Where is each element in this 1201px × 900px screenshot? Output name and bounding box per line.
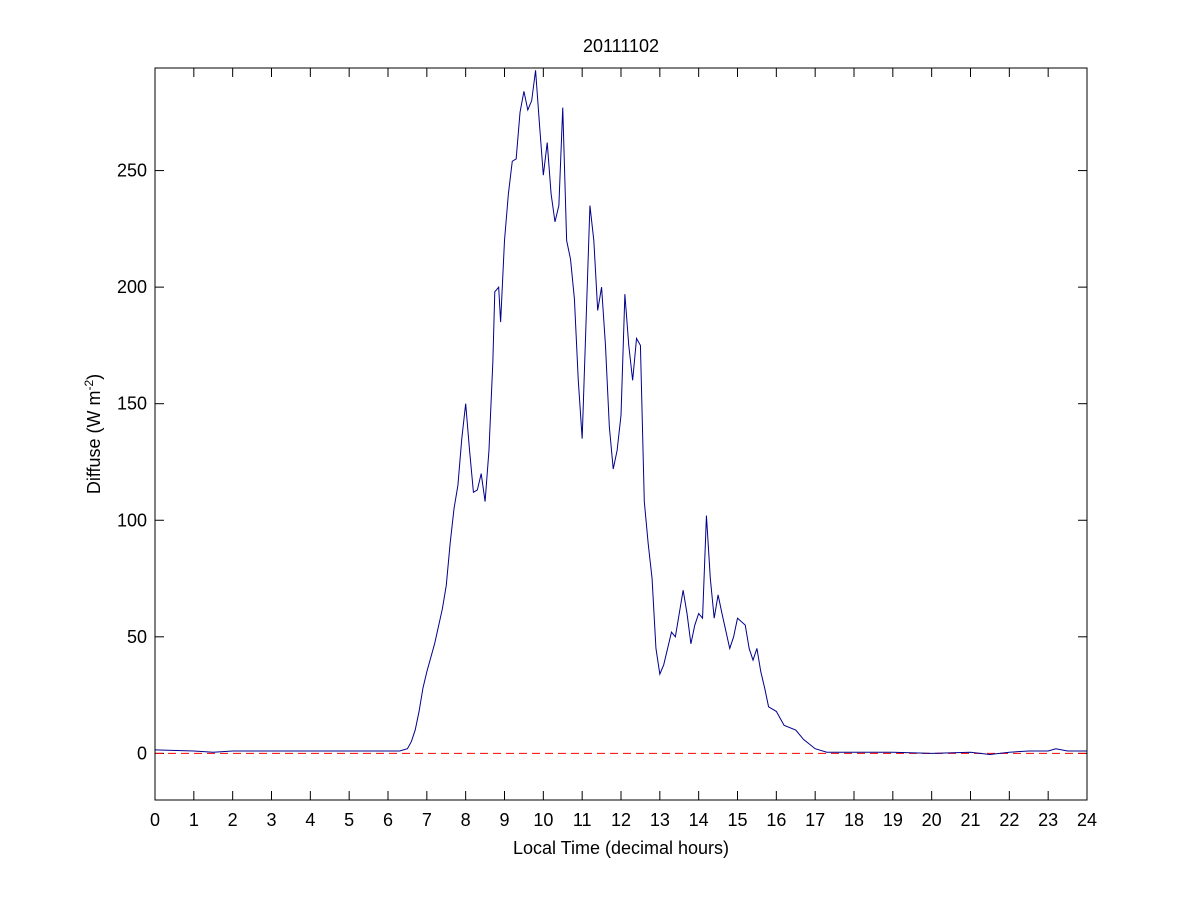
x-tick-label: 24 [1077,810,1097,830]
chart-title: 20111102 [583,36,659,56]
plot-frame [154,67,1088,801]
x-tick-label: 20 [922,810,942,830]
x-tick-label: 21 [960,810,980,830]
x-tick-label: 23 [1038,810,1058,830]
x-tick-label: 5 [344,810,354,830]
y-axis-label-end: ) [84,374,104,380]
x-tick-label: 0 [150,810,160,830]
x-tick-label: 18 [844,810,864,830]
x-tick-label: 14 [689,810,709,830]
y-tick-label: 150 [117,394,147,414]
y-axis-label-text: Diffuse (W m [84,390,104,494]
x-tick-label: 2 [228,810,238,830]
x-axis-label: Local Time (decimal hours) [513,838,729,858]
x-tick-label: 22 [999,810,1019,830]
y-axis-label: Diffuse (W m-2) [82,374,104,494]
y-tick-label: 0 [137,743,147,763]
x-tick-label: 4 [305,810,315,830]
y-tick-label: 250 [117,161,147,181]
x-tick-label: 16 [766,810,786,830]
x-tick-label: 1 [189,810,199,830]
x-tick-label: 10 [533,810,553,830]
x-tick-label: 15 [727,810,747,830]
data-line [154,70,1087,756]
y-tick-label: 100 [117,510,147,530]
x-tick-label: 9 [499,810,509,830]
x-tick-label: 11 [573,810,592,830]
x-tick-label: 17 [805,810,825,830]
x-tick-label: 13 [650,810,670,830]
x-tick-label: 8 [461,810,471,830]
x-tick-label: 3 [266,810,276,830]
y-tick-label: 50 [127,627,147,647]
y-tick-label: 200 [117,277,147,297]
x-tick-label: 12 [611,810,631,830]
x-tick-label: 6 [383,810,393,830]
x-tick-label: 7 [422,810,432,830]
x-tick-label: 19 [883,810,903,830]
y-axis-label-exponent: -2 [82,379,96,390]
